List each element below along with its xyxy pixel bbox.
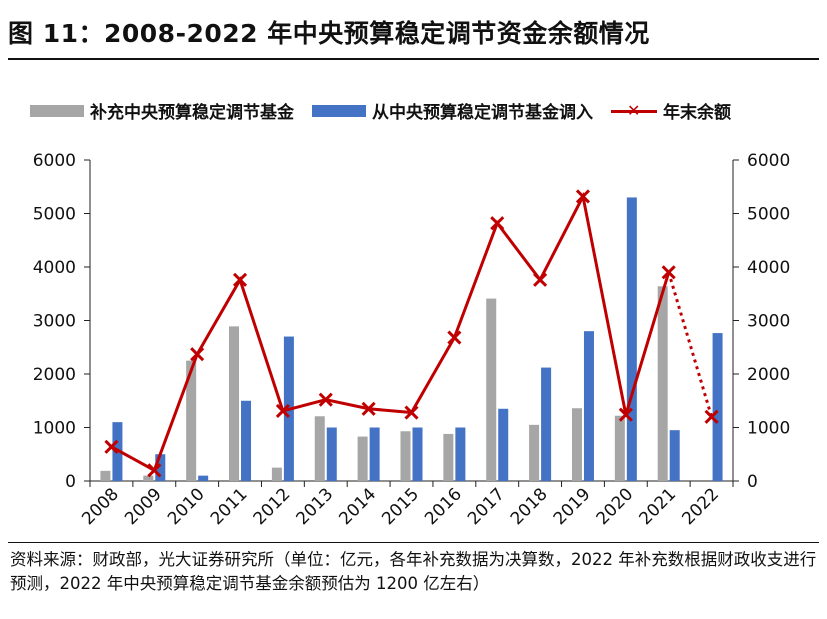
balance-marker (104, 439, 119, 454)
bar-supplement (486, 298, 497, 481)
bar-supplement (229, 326, 240, 481)
legend-swatch-gray (30, 104, 84, 117)
x-tick-label: 2020 (593, 484, 638, 529)
line-balance (110, 191, 671, 473)
balance-marker (318, 392, 333, 407)
bar-supplement (614, 415, 625, 481)
bar-supplement (186, 360, 197, 481)
y-tick-label-right: 5000 (747, 205, 790, 225)
y-tick-label-right: 1000 (747, 419, 790, 439)
y-tick-label-left: 0 (65, 472, 76, 492)
x-tick-label: 2010 (164, 484, 209, 529)
x-tick-label: 2021 (636, 484, 681, 529)
bar-transfer (326, 427, 337, 481)
bar-transfer (498, 408, 509, 481)
y-tick-label-left: 2000 (33, 365, 76, 385)
x-tick-label: 2008 (78, 484, 123, 529)
bar-transfer (155, 454, 166, 481)
bar-transfer (369, 427, 380, 481)
bar-supplement (571, 408, 582, 481)
y-tick-label-left: 5000 (33, 205, 76, 225)
y-tick-label-right: 6000 (747, 151, 790, 171)
balance-marker (575, 189, 591, 204)
bar-supplement (100, 470, 111, 481)
balance-marker (361, 401, 376, 416)
legend-swatch-blue (312, 104, 366, 117)
x-tick-label: 2019 (550, 484, 595, 529)
bar-transfer (455, 427, 466, 481)
legend-item-supplement: 补充中央预算稳定调节基金 (30, 98, 294, 123)
balance-marker (275, 403, 290, 418)
balance-marker (661, 265, 676, 280)
balance-marker (147, 463, 162, 478)
balance-marker (533, 272, 548, 287)
y-tick-label-left: 3000 (33, 312, 76, 332)
x-tick-label: 2009 (121, 484, 166, 529)
legend-label-supplement: 补充中央预算稳定调节基金 (90, 103, 294, 123)
bar-supplement (271, 467, 282, 481)
y-tick-label-left: 6000 (33, 151, 76, 171)
bar-transfer (198, 475, 209, 481)
x-tick-label: 2012 (250, 484, 295, 529)
y-tick-label-right: 2000 (747, 365, 790, 385)
x-tick-label: 2017 (464, 484, 509, 529)
bar-supplement (314, 416, 325, 481)
y-tick-label-right: 0 (747, 472, 758, 492)
legend-label-balance: 年末余额 (663, 103, 731, 123)
legend-label-transfer: 从中央预算稳定调节基金调入 (372, 103, 593, 123)
legend-item-transfer: 从中央预算稳定调节基金调入 (312, 98, 593, 123)
x-tick-label: 2022 (678, 484, 723, 529)
bar-transfer (241, 400, 252, 481)
title-divider (8, 58, 819, 60)
x-tick-label: 2016 (421, 484, 466, 529)
bar-transfer (669, 430, 680, 481)
bar-transfer (583, 331, 594, 481)
x-tick-label: 2013 (293, 484, 338, 529)
balance-marker (404, 405, 419, 420)
chart-title: 图 11：2008-2022 年中央预算稳定调节资金余额情况 (8, 19, 650, 48)
legend-item-balance: ✕ 年末余额 (611, 98, 731, 123)
bar-transfer (412, 427, 423, 481)
legend-line-red: ✕ (611, 101, 657, 120)
y-tick-label-right: 4000 (747, 258, 790, 278)
balance-marker (232, 272, 248, 287)
bar-supplement (400, 431, 411, 481)
bar-supplement (357, 436, 368, 481)
x-tick-label: 2011 (207, 484, 252, 529)
balance-marker (190, 347, 205, 362)
bar-transfer (712, 333, 723, 481)
balance-marker (704, 409, 719, 424)
y-tick-label-left: 4000 (33, 258, 76, 278)
x-tick-label: 2014 (335, 484, 380, 529)
balance-marker (447, 330, 462, 345)
x-tick-label: 2018 (507, 484, 552, 529)
y-tick-label-left: 1000 (33, 419, 76, 439)
line-balance-estimate (667, 271, 714, 418)
bar-supplement (657, 286, 668, 481)
y-tick-label-right: 3000 (747, 312, 790, 332)
chart-legend: 补充中央预算稳定调节基金 从中央预算稳定调节基金调入 ✕ 年末余额 (30, 98, 820, 123)
bar-supplement (143, 475, 154, 481)
chart-plot: 0 0 1000 1000 2000 2000 3000 3000 4000 4000 5000 50… (33, 151, 791, 529)
bar-supplement (443, 433, 454, 481)
bar-transfer (541, 367, 552, 481)
balance-marker (618, 407, 633, 422)
x-tick-label: 2015 (378, 484, 423, 529)
bar-supplement (529, 424, 540, 481)
bar-transfer (626, 197, 637, 481)
source-note: 资料来源：财政部，光大证券研究所（单位：亿元，各年补充数据为决算数，2022 年… (10, 550, 817, 593)
source-divider (8, 542, 819, 543)
balance-marker (490, 216, 505, 231)
